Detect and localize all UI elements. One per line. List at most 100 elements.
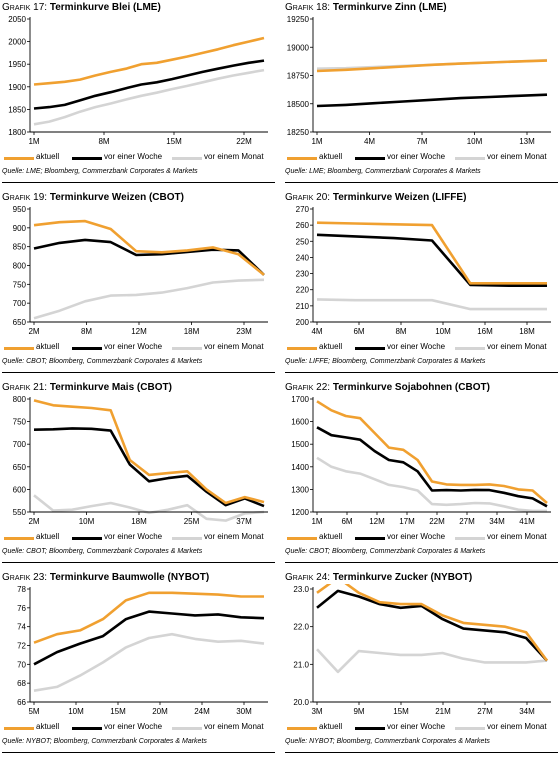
x-tick-label: 1M <box>311 517 322 526</box>
series-line-woche <box>33 238 265 276</box>
x-tick-label: 5M <box>28 707 39 716</box>
chart-number: Grafik 22: <box>285 382 331 393</box>
x-tick-label: 25M <box>184 517 200 526</box>
y-tick-label: 210 <box>296 302 310 311</box>
chart-number: Grafik 23: <box>2 572 48 583</box>
x-tick-label: 15M <box>166 137 182 146</box>
x-tick-label: 7M <box>416 137 427 146</box>
x-tick-label: 10M <box>435 327 451 336</box>
legend-label: vor einem Monat <box>487 342 547 351</box>
x-tick-label: 37M <box>236 517 252 526</box>
legend-swatch <box>455 347 485 350</box>
x-tick-label: 12M <box>131 327 147 336</box>
y-tick-label: 1700 <box>291 395 309 404</box>
series-line-aktuell <box>33 219 265 276</box>
chart-title: Grafik 23: Terminkurve Baumwolle (NYBOT) <box>2 572 209 583</box>
y-tick-label: 72 <box>17 642 26 651</box>
x-tick-label: 2M <box>28 327 39 336</box>
legend-label: aktuell <box>319 722 343 731</box>
legend-label: aktuell <box>319 152 343 161</box>
legend-label: vor einem Monat <box>487 722 547 731</box>
series-line-woche <box>316 426 548 508</box>
chart-number: Grafik 21: <box>2 382 48 393</box>
y-tick-label: 650 <box>13 318 27 327</box>
legend-label: vor einer Woche <box>387 532 446 541</box>
x-tick-label: 22M <box>429 517 445 526</box>
chart-number: Grafik 19: <box>2 192 48 203</box>
legend-label: vor einer Woche <box>387 722 446 731</box>
x-tick-label: 8M <box>98 137 109 146</box>
y-tick-label: 270 <box>296 205 310 214</box>
y-tick-label: 1400 <box>291 463 309 472</box>
x-tick-label: 6M <box>353 327 364 336</box>
chart-panel: Grafik 18: Terminkurve Zinn (LME) 18250 18… <box>285 2 558 193</box>
x-tick-label: 1M <box>28 137 39 146</box>
legend-label: vor einem Monat <box>204 532 264 541</box>
y-tick-label: 700 <box>13 440 27 449</box>
legend-label: vor einer Woche <box>104 722 163 731</box>
y-tick-label: 750 <box>13 418 27 427</box>
legend-swatch <box>172 347 202 350</box>
y-tick-label: 74 <box>17 623 26 632</box>
legend-swatch <box>72 727 102 730</box>
y-tick-label: 20.0 <box>293 698 309 707</box>
legend-swatch <box>172 537 202 540</box>
x-tick-label: 8M <box>81 327 92 336</box>
legend-label: aktuell <box>36 722 60 731</box>
panel-separator <box>285 752 558 753</box>
x-tick-label: 1M <box>311 137 322 146</box>
y-tick-label: 1900 <box>8 83 26 92</box>
y-tick-label: 21.0 <box>293 660 309 669</box>
y-tick-label: 1950 <box>8 60 26 69</box>
y-tick-label: 1600 <box>291 418 309 427</box>
source-note: Quelle: NYBOT; Bloomberg, Commerzbank Co… <box>2 738 207 745</box>
y-tick-label: 18750 <box>287 72 310 81</box>
line-chart: 1200 1300 1400 1500 1600 1700 1M 6M 12M 17M 22M 27M… <box>291 395 551 526</box>
y-tick-label: 550 <box>13 508 27 517</box>
y-tick-label: 230 <box>296 270 310 279</box>
x-tick-label: 18M <box>519 327 535 336</box>
line-chart: 20.0 21.0 22.0 23.0 3M 9M 15M 21M 27M 34M <box>293 584 551 716</box>
x-tick-label: 10M <box>79 517 95 526</box>
legend-swatch <box>72 157 102 160</box>
legend-swatch <box>72 537 102 540</box>
series-line-monat <box>33 278 265 320</box>
x-tick-label: 21M <box>435 707 451 716</box>
line-chart: 66 68 70 72 74 76 78 5M 10M 15M 20M 24M 30M <box>17 585 268 716</box>
source-note: Quelle: LIFFE; Bloomberg, Commerzbank Co… <box>285 358 486 365</box>
legend-swatch <box>287 347 317 350</box>
y-tick-label: 1200 <box>291 508 309 517</box>
chart-title: Grafik 18: Terminkurve Zinn (LME) <box>285 2 447 13</box>
line-chart: 650 700 750 800 850 900 950 2M 8M 12M 18M 23M <box>13 205 268 336</box>
x-tick-label: 23M <box>236 327 252 336</box>
chart-panel: Grafik 17: Terminkurve Blei (LME) 1800 185… <box>2 2 275 193</box>
series-line-aktuell <box>33 591 264 644</box>
legend-label: vor einem Monat <box>487 532 547 541</box>
chart-panel: Grafik 22: Terminkurve Sojabohnen (CBOT)… <box>285 382 558 573</box>
chart-title: Grafik 22: Terminkurve Sojabohnen (CBOT) <box>285 382 490 393</box>
chart-title-text: Terminkurve Blei (LME) <box>47 2 161 13</box>
x-tick-label: 6M <box>341 517 352 526</box>
legend-swatch <box>455 727 485 730</box>
legend-label: aktuell <box>319 342 343 351</box>
source-note: Quelle: LME; Bloomberg, Commerzbank Corp… <box>2 168 198 175</box>
chart-number: Grafik 18: <box>285 2 331 13</box>
legend-swatch <box>287 157 317 160</box>
y-tick-label: 19250 <box>287 15 310 24</box>
x-tick-label: 24M <box>194 707 210 716</box>
legend-swatch <box>287 537 317 540</box>
legend-swatch <box>172 157 202 160</box>
series-line-woche <box>316 93 548 108</box>
y-tick-label: 18500 <box>287 100 310 109</box>
legend-swatch <box>4 537 34 540</box>
chart-title: Grafik 20: Terminkurve Weizen (LIFFE) <box>285 192 466 203</box>
chart-title: Grafik 21: Terminkurve Mais (CBOT) <box>2 382 172 393</box>
series-line-aktuell <box>316 59 548 73</box>
legend-label: vor einer Woche <box>104 532 163 541</box>
y-tick-label: 19000 <box>287 43 310 52</box>
line-chart: 550 600 650 700 750 800 2M 10M 18M 25M 37M <box>13 395 268 526</box>
chart-panel: Grafik 19: Terminkurve Weizen (CBOT) 650 7… <box>2 192 275 383</box>
y-tick-label: 240 <box>296 253 310 262</box>
y-tick-label: 1850 <box>8 105 26 114</box>
chart-title-text: Terminkurve Sojabohnen (CBOT) <box>330 382 490 393</box>
